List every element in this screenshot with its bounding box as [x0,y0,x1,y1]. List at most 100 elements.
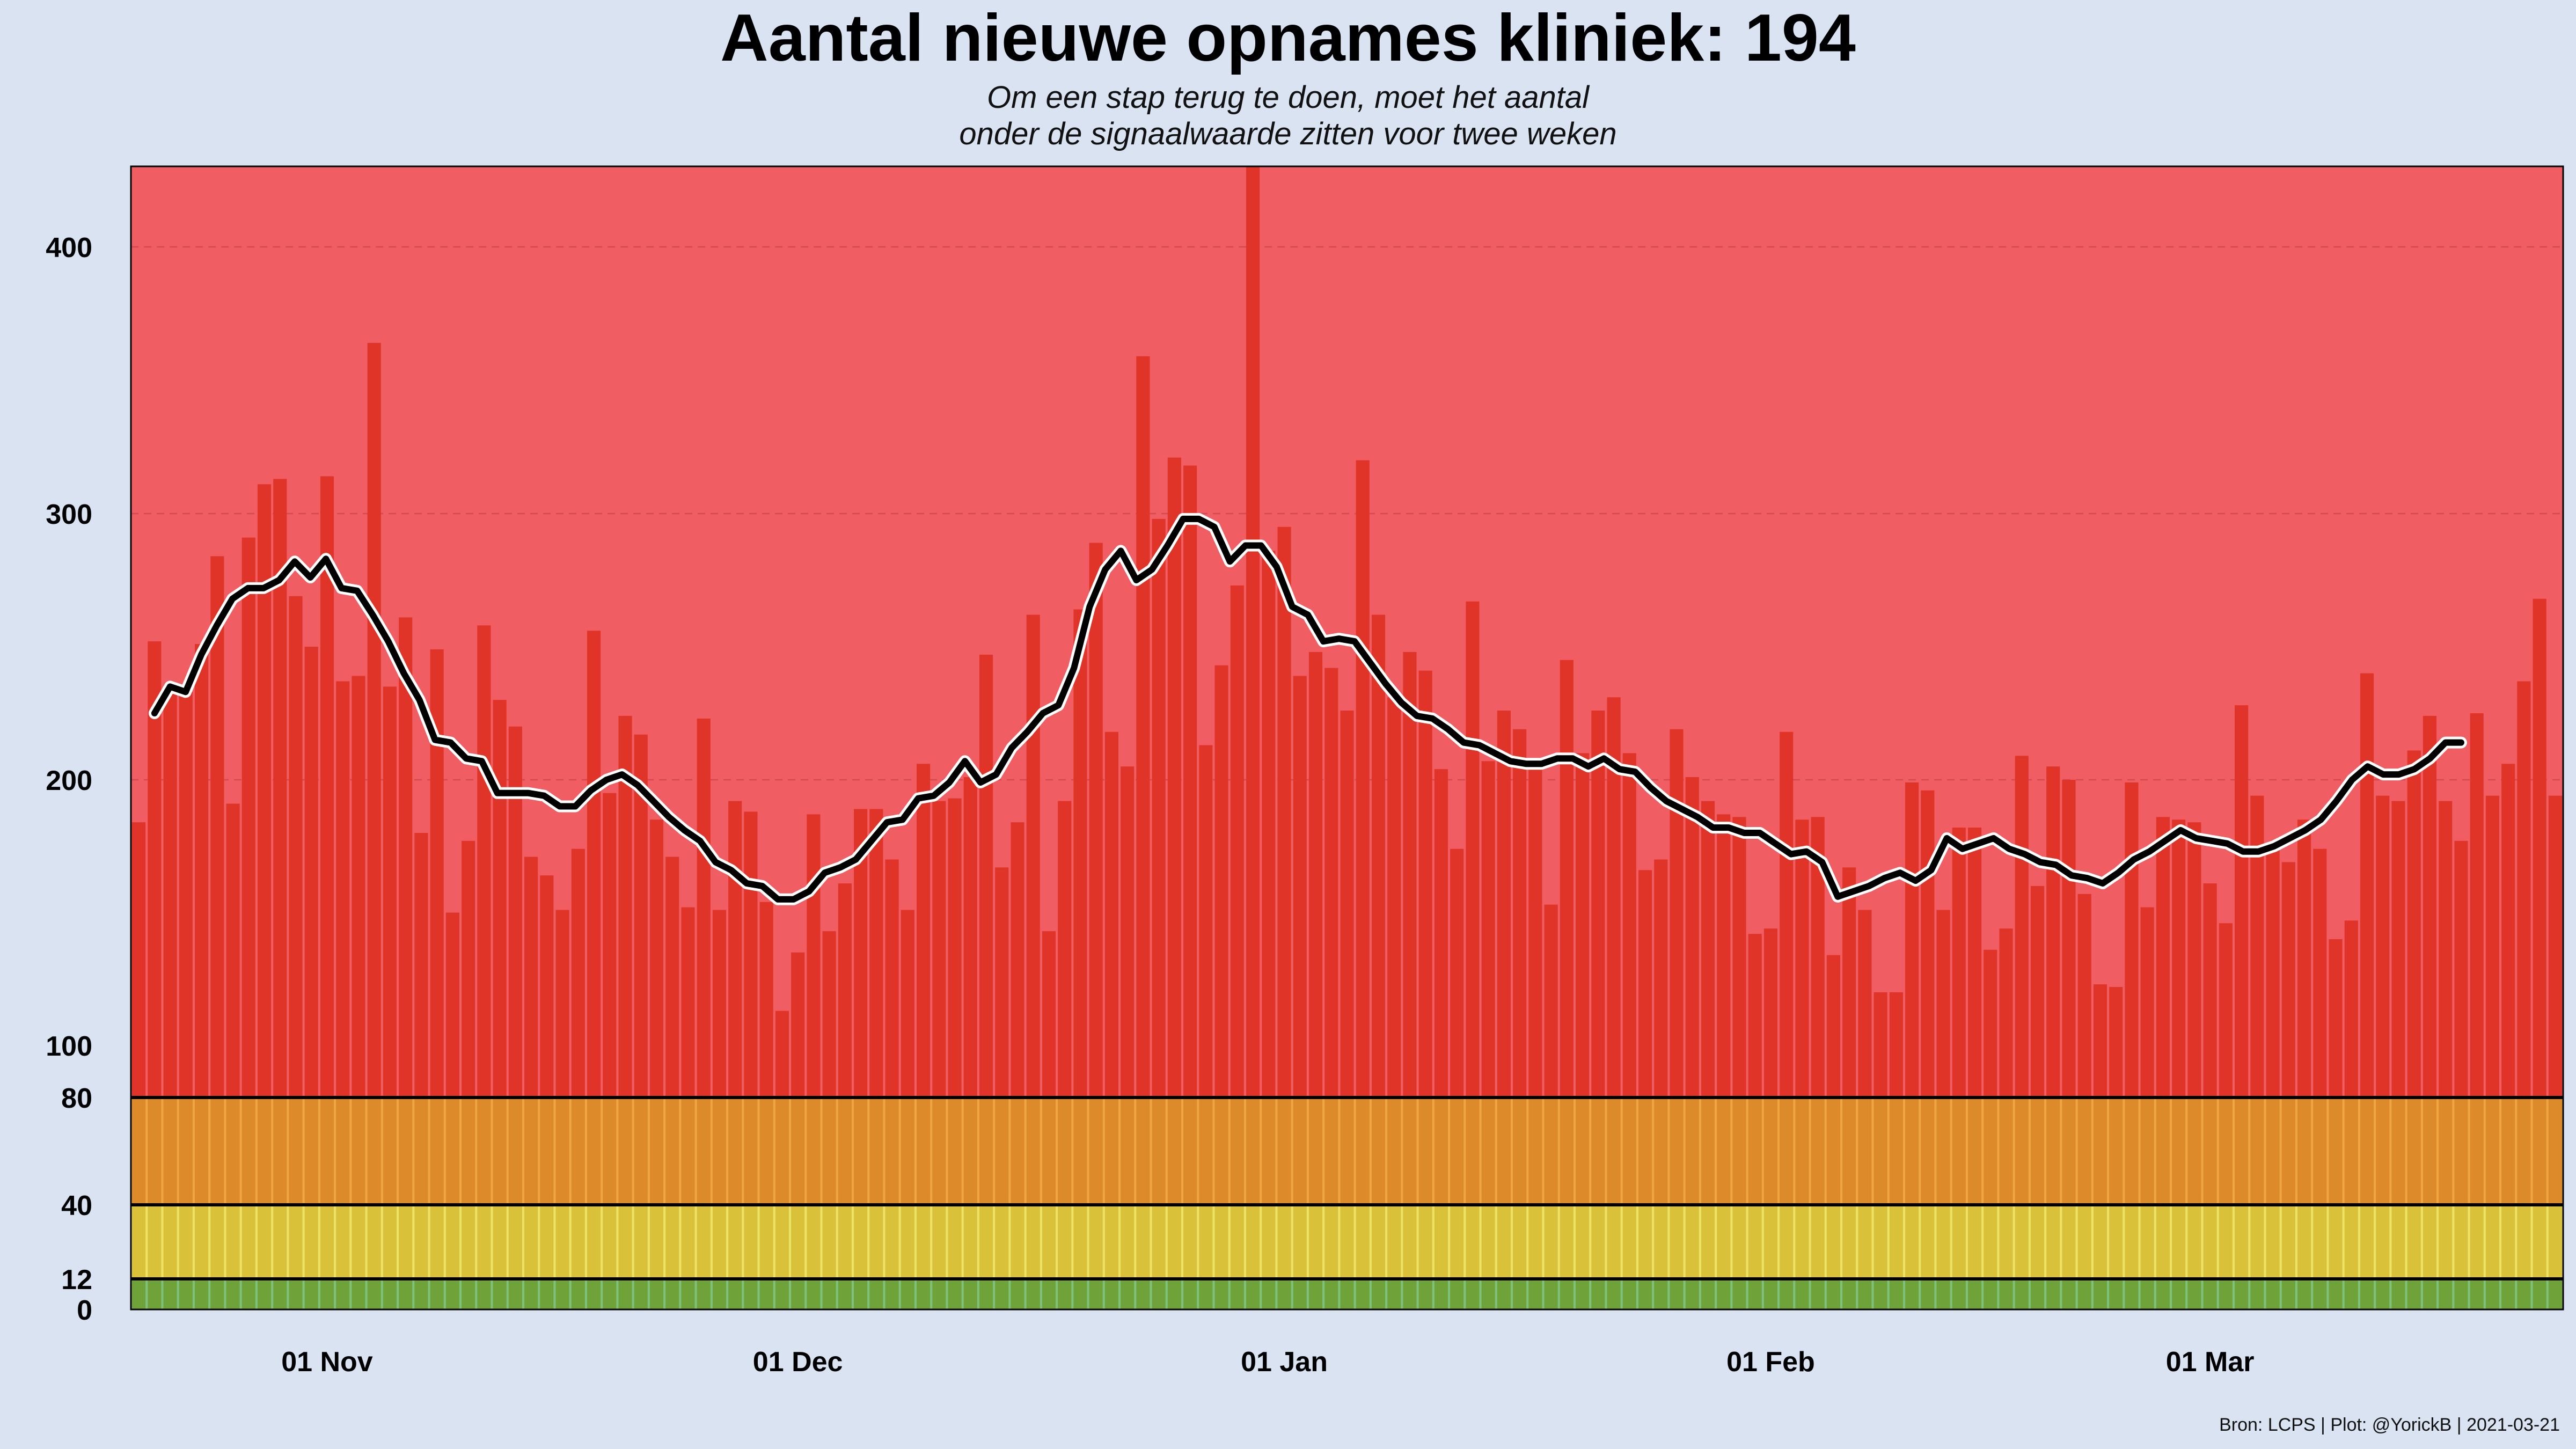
bar-segment-0 [759,1279,773,1309]
bar [1058,801,1072,1309]
bar-segment-1 [2187,1205,2201,1279]
bar-segment-3 [1121,766,1135,1097]
bar-segment-2 [1308,1097,1323,1205]
bar-segment-1 [2439,1205,2453,1279]
bar-segment-0 [1387,1279,1401,1309]
bar-segment-2 [1183,1097,1197,1205]
bar [995,867,1009,1309]
bar [2407,750,2421,1309]
rolling-average [148,513,2467,905]
bar-segment-3 [1418,670,1432,1097]
bar-segment-2 [1654,1097,1668,1205]
bar-segment-3 [979,654,993,1097]
bar [2344,920,2358,1309]
bar-segment-3 [869,809,883,1097]
bar-segment-0 [1905,1279,1919,1309]
bar-segment-0 [885,1279,899,1309]
bar-segment-2 [540,1097,554,1205]
bar-segment-0 [712,1279,727,1309]
bar-segment-1 [1889,1205,1903,1279]
bar [1591,711,1605,1309]
bar-segment-1 [1748,1205,1762,1279]
bar-segment-1 [1576,1205,1590,1279]
bar-segment-0 [1967,1279,1982,1309]
bar-segment-2 [1748,1097,1762,1205]
bar [885,859,899,1309]
bar [257,484,272,1309]
bar-segment-0 [2344,1279,2358,1309]
bar-segment-1 [1340,1205,1354,1279]
bar-segment-1 [320,1205,334,1279]
bar [807,814,821,1309]
bar-segment-1 [540,1205,554,1279]
bar-segment-2 [2015,1097,2029,1205]
bar-segment-1 [1403,1205,1417,1279]
bar [901,910,914,1309]
bar-segment-2 [2077,1097,2091,1205]
bar-segment-2 [2454,1097,2468,1205]
bar-segment-0 [1874,1279,1887,1309]
bar-segment-2 [854,1097,868,1205]
bar-segment-0 [1622,1279,1636,1309]
bar [2360,673,2374,1309]
bar-segment-0 [1136,1279,1150,1309]
bar-segment-0 [1717,1279,1731,1309]
bar-segment-0 [1466,1279,1480,1309]
bar-segment-2 [775,1097,789,1205]
bar-segment-1 [2313,1205,2327,1279]
bar-segment-2 [822,1097,836,1205]
bar-segment-1 [2203,1205,2217,1279]
bar-segment-3 [1199,745,1213,1097]
bar [1073,609,1087,1309]
bar-segment-2 [2470,1097,2484,1205]
bar [603,793,617,1309]
bar-segment-2 [1576,1097,1590,1205]
bar [1340,711,1354,1309]
bar [932,801,946,1309]
bar-segment-0 [681,1279,695,1309]
bar-segment-0 [618,1279,632,1309]
bar-segment-1 [1073,1205,1087,1279]
bar-segment-2 [1387,1097,1401,1205]
bar-segment-2 [603,1097,617,1205]
bar [2172,819,2186,1309]
bar-segment-0 [1544,1279,1558,1309]
bar [555,910,569,1309]
bar [2485,795,2499,1309]
bar-segment-0 [273,1279,287,1309]
bar-segment-0 [2360,1279,2374,1309]
bar-segment-3 [1481,761,1495,1097]
bar-segment-2 [712,1097,727,1205]
bar [320,476,334,1309]
bar-segment-0 [2156,1279,2170,1309]
bar-segment-2 [1905,1097,1919,1205]
bar-segment-3 [963,777,977,1097]
bar-segment-3 [257,484,272,1097]
bar-segment-2 [1230,1097,1244,1205]
bar-segment-0 [2517,1279,2531,1309]
bar [1826,955,1840,1309]
bar-segment-3 [1371,614,1386,1097]
bar [1513,729,1527,1309]
bar-segment-3 [1340,711,1354,1097]
bar-segment-1 [2391,1205,2405,1279]
bar-segment-3 [1905,782,1919,1097]
bar-segment-0 [1607,1279,1621,1309]
bar-segment-3 [1230,585,1244,1097]
bar-segment-0 [932,1279,946,1309]
bar-segment-1 [2093,1205,2107,1279]
bar-segment-0 [1560,1279,1574,1309]
bar-segment-3 [1701,801,1715,1097]
bar-segment-2 [1089,1097,1103,1205]
bar-segment-3 [1356,460,1370,1097]
bar [1371,614,1386,1309]
bar-segment-3 [2376,795,2390,1097]
bar-segment-2 [1246,1097,1260,1205]
bar [1576,753,1590,1309]
bar-segment-0 [1670,1279,1684,1309]
bar-segment-1 [712,1205,727,1279]
bar-segment-3 [462,840,475,1097]
bar-segment-0 [634,1279,648,1309]
bar-segment-2 [2360,1097,2374,1205]
bar-segment-1 [1607,1205,1621,1279]
